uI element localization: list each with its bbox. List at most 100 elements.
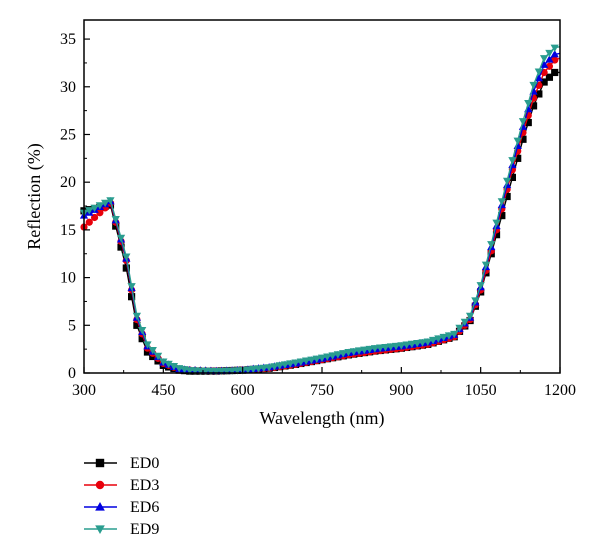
series-ed3 bbox=[80, 56, 561, 375]
data-point bbox=[444, 332, 454, 340]
legend-marker bbox=[95, 480, 105, 490]
data-point bbox=[529, 81, 538, 90]
data-point bbox=[254, 365, 263, 373]
data-point bbox=[545, 62, 554, 70]
series-line bbox=[83, 52, 561, 372]
data-point bbox=[434, 335, 443, 343]
data-point bbox=[349, 348, 358, 356]
y-tick-label: 0 bbox=[68, 365, 76, 382]
y-tick-label: 30 bbox=[60, 79, 76, 96]
data-point bbox=[206, 367, 216, 376]
data-point bbox=[423, 338, 432, 346]
series-ed0 bbox=[80, 68, 560, 375]
data-point bbox=[328, 352, 337, 360]
x-tick-label: 300 bbox=[72, 382, 96, 399]
data-point bbox=[492, 231, 501, 239]
data-point bbox=[132, 312, 142, 321]
data-point bbox=[280, 361, 290, 369]
data-point bbox=[317, 354, 327, 363]
data-point bbox=[122, 253, 131, 261]
data-point bbox=[397, 342, 406, 350]
data-point bbox=[264, 364, 274, 372]
data-point bbox=[513, 137, 522, 146]
plot-frame bbox=[83, 19, 561, 374]
series-ed9 bbox=[79, 44, 561, 376]
x-tick-label: 450 bbox=[151, 382, 175, 399]
data-point bbox=[143, 341, 152, 349]
data-point bbox=[455, 324, 464, 333]
data-point bbox=[391, 342, 401, 351]
data-point bbox=[116, 234, 126, 243]
y-axis-label: Reflection (%) bbox=[24, 143, 45, 249]
data-point bbox=[85, 207, 94, 215]
data-point bbox=[376, 344, 385, 352]
data-point bbox=[164, 360, 173, 369]
data-point bbox=[514, 154, 522, 162]
legend-label: ED9 bbox=[130, 521, 159, 538]
legend-item: ED6 bbox=[84, 499, 159, 516]
data-point bbox=[128, 293, 136, 301]
data-point bbox=[333, 351, 343, 359]
y-tick-label: 15 bbox=[60, 222, 76, 239]
data-point bbox=[185, 367, 194, 375]
data-point bbox=[540, 78, 548, 86]
data-point bbox=[487, 241, 496, 249]
data-point bbox=[122, 264, 130, 272]
data-point bbox=[169, 362, 179, 371]
data-point bbox=[534, 73, 543, 82]
data-point bbox=[159, 358, 168, 366]
data-point bbox=[534, 68, 543, 76]
data-point bbox=[450, 330, 459, 339]
data-point bbox=[296, 358, 305, 366]
data-point bbox=[539, 55, 549, 63]
data-point bbox=[217, 367, 226, 376]
data-point bbox=[551, 68, 559, 77]
legend-item: ED9 bbox=[84, 521, 159, 538]
data-point bbox=[233, 367, 242, 375]
data-point bbox=[275, 362, 284, 370]
data-point bbox=[323, 353, 332, 361]
tick-layer: 300 450 600 750 900 1050 1200 0 5 10 15 20 25 30 35 bbox=[60, 31, 576, 399]
data-point bbox=[96, 209, 104, 217]
data-point bbox=[428, 336, 438, 345]
data-point bbox=[143, 348, 152, 356]
data-point bbox=[117, 243, 125, 251]
data-point bbox=[418, 339, 427, 347]
data-point bbox=[381, 343, 390, 352]
data-point bbox=[307, 356, 316, 364]
data-point bbox=[524, 118, 532, 127]
data-point bbox=[286, 360, 295, 368]
legend-item: ED0 bbox=[84, 455, 159, 472]
data-point bbox=[85, 218, 93, 226]
data-point bbox=[227, 367, 237, 375]
data-point bbox=[439, 333, 448, 342]
data-point bbox=[249, 365, 258, 374]
series-line bbox=[83, 57, 561, 372]
data-point bbox=[201, 367, 210, 376]
x-tick-label: 1200 bbox=[544, 382, 576, 399]
series-line bbox=[83, 71, 560, 372]
data-point bbox=[360, 346, 369, 355]
data-point bbox=[339, 350, 348, 358]
data-point bbox=[407, 340, 417, 349]
data-point bbox=[101, 199, 110, 208]
data-point bbox=[222, 367, 231, 376]
x-tick-label: 750 bbox=[310, 382, 334, 399]
data-point bbox=[190, 367, 200, 375]
data-point bbox=[402, 341, 411, 349]
x-tick-label: 900 bbox=[389, 382, 413, 399]
y-tick-label: 10 bbox=[60, 270, 76, 287]
y-tick-label: 25 bbox=[60, 126, 76, 143]
data-point bbox=[503, 192, 511, 201]
data-point bbox=[519, 135, 527, 143]
data-point bbox=[508, 173, 516, 182]
data-point bbox=[243, 366, 253, 374]
legend-label: ED6 bbox=[130, 499, 159, 516]
data-point bbox=[270, 363, 279, 371]
y-tick-label: 35 bbox=[60, 31, 76, 48]
legend-marker bbox=[95, 458, 105, 468]
data-point bbox=[354, 347, 364, 355]
data-point bbox=[138, 335, 146, 343]
data-point bbox=[518, 118, 528, 126]
